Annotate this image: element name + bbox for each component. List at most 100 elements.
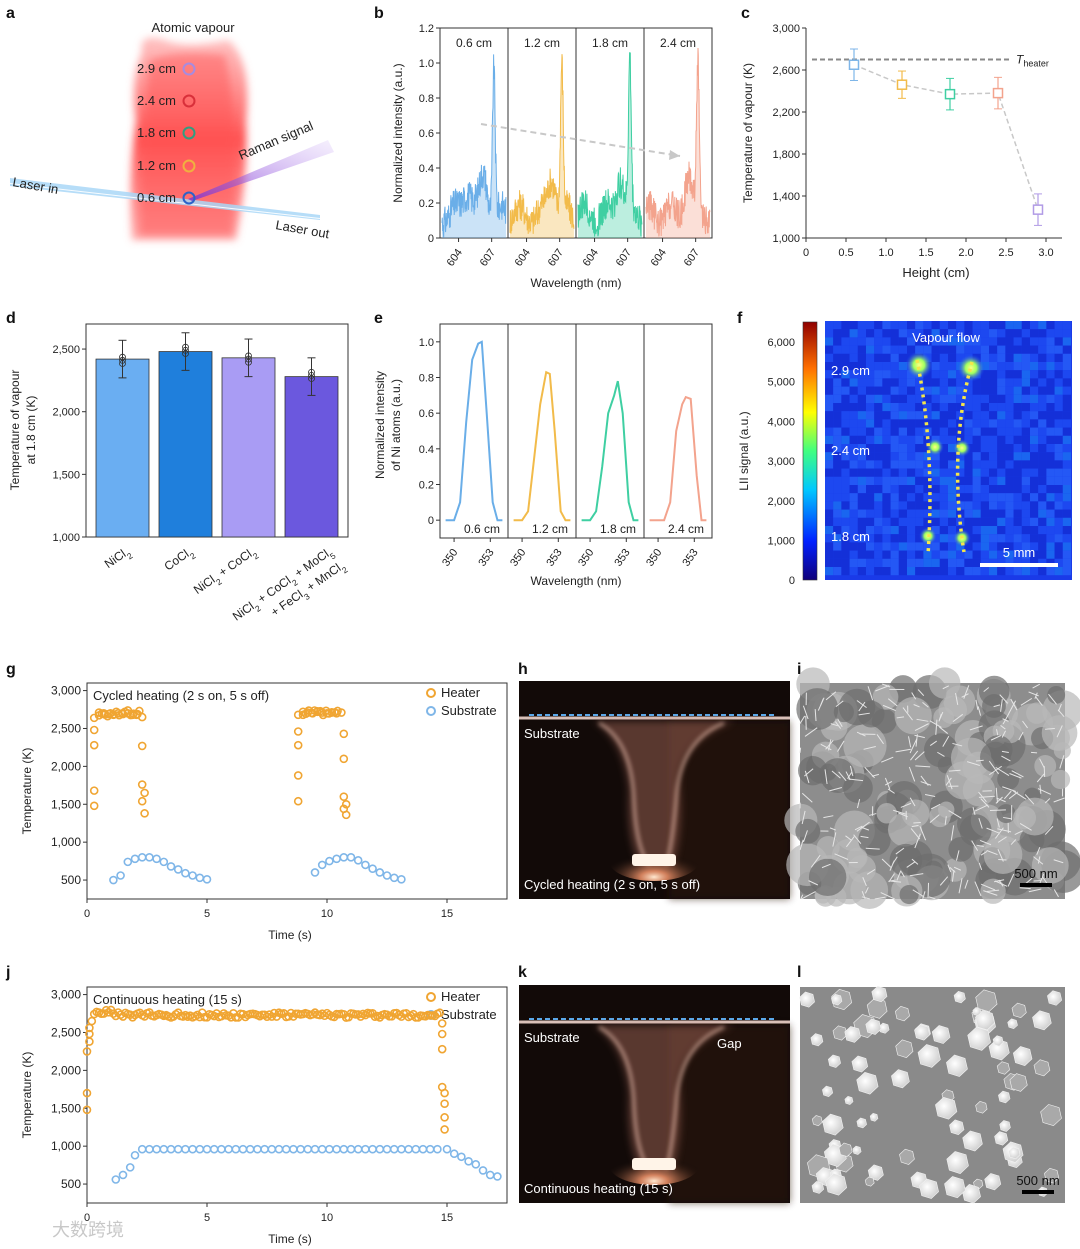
sem-flake — [803, 830, 808, 843]
map-pixel — [841, 353, 850, 362]
y-axis-label: at 1.8 cm (K) — [24, 396, 38, 465]
map-pixel — [825, 386, 834, 395]
map-pixel — [907, 542, 916, 551]
sem-flake — [929, 740, 938, 746]
sem-flake-cluster — [843, 773, 873, 803]
panel-letter-j: j — [5, 964, 10, 981]
map-pixel — [833, 526, 842, 535]
substrate-point — [493, 1172, 502, 1181]
map-pixel — [857, 329, 866, 338]
map-pixel — [849, 501, 858, 510]
map-pixel — [915, 493, 924, 502]
map-pixel — [874, 337, 883, 346]
sem-flake — [989, 765, 1002, 776]
map-pixel — [1021, 435, 1030, 444]
y-tick-label: 1,500 — [51, 1101, 81, 1115]
map-pixel — [1005, 435, 1014, 444]
map-pixel — [825, 509, 834, 518]
map-pixel — [915, 427, 924, 436]
sem-hexagon — [864, 1176, 875, 1187]
legend-label: Heater — [441, 989, 481, 1004]
map-pixel — [907, 567, 916, 576]
map-pixel — [833, 419, 842, 428]
map-pixel — [882, 550, 891, 559]
substrate-point — [464, 1157, 473, 1166]
map-pixel — [866, 435, 875, 444]
map-pixel — [898, 394, 907, 403]
sem-flake-cluster — [846, 847, 868, 869]
sem-flake — [944, 816, 947, 825]
map-pixel — [997, 558, 1006, 567]
sem-flake — [980, 883, 996, 891]
map-pixel — [980, 452, 989, 461]
map-pixel — [948, 362, 957, 371]
trend-arrow — [480, 123, 681, 157]
spectrum-line — [509, 54, 575, 234]
sem-flake-cluster — [1034, 755, 1057, 777]
sem-flake — [922, 891, 926, 900]
map-pixel — [1046, 534, 1055, 543]
map-pixel — [1038, 509, 1047, 518]
sem-flake — [848, 778, 864, 782]
sem-hexagon — [891, 1069, 910, 1089]
map-pixel — [915, 501, 924, 510]
panel-letter-a: a — [6, 5, 15, 22]
map-pixel — [1038, 476, 1047, 485]
map-pixel — [948, 411, 957, 420]
map-pixel — [833, 542, 842, 551]
sem-flake — [887, 788, 895, 794]
x-axis-label: Time (s) — [268, 928, 312, 942]
substrate-point — [111, 1175, 121, 1184]
map-pixel — [1021, 394, 1030, 403]
sem-flake — [996, 818, 1000, 828]
sem-flake — [799, 839, 804, 851]
sem-flake — [976, 844, 984, 847]
sem-flake — [856, 799, 861, 809]
map-pixel — [882, 517, 891, 526]
sem-flake — [1034, 692, 1038, 699]
map-pixel — [1054, 329, 1063, 338]
x-tick-label: 604 — [445, 247, 465, 269]
sem-flake — [895, 748, 911, 753]
sem-flake — [966, 761, 980, 766]
map-pixel — [1013, 337, 1022, 346]
map-pixel — [882, 411, 891, 420]
map-pixel — [866, 345, 875, 354]
map-pixel — [956, 345, 965, 354]
sem-hexagon — [1044, 1167, 1060, 1184]
map-pixel — [849, 321, 858, 330]
map-pixel — [898, 485, 907, 494]
map-pixel — [948, 501, 957, 510]
sem-flake — [948, 769, 961, 772]
sem-flake — [828, 739, 832, 751]
map-pixel — [857, 345, 866, 354]
colorbar-tick-label: 1,000 — [767, 536, 795, 548]
map-pixel — [841, 501, 850, 510]
map-pixel — [849, 370, 858, 379]
map-pixel — [1013, 476, 1022, 485]
plot-title: Continuous heating (15 s) — [93, 992, 242, 1007]
map-pixel — [948, 427, 957, 436]
map-pixel — [1005, 394, 1014, 403]
map-pixel — [833, 550, 842, 559]
map-pixel — [972, 419, 981, 428]
sem-hexagon — [975, 1010, 995, 1031]
height-marker — [182, 94, 196, 108]
map-pixel — [972, 558, 981, 567]
x-axis-label: Height (cm) — [902, 265, 969, 280]
sem-flake — [835, 700, 844, 708]
map-pixel — [1030, 567, 1039, 576]
sem-flake — [1020, 697, 1033, 706]
map-pixel — [1013, 485, 1022, 494]
map-pixel — [1046, 558, 1055, 567]
map-pixel — [882, 476, 891, 485]
map-pixel — [964, 468, 973, 477]
map-pixel — [882, 509, 891, 518]
map-pixel — [939, 378, 948, 387]
map-pixel — [907, 394, 916, 403]
substrate-point — [231, 1144, 241, 1154]
heater-point — [339, 729, 349, 739]
map-pixel — [907, 501, 916, 510]
map-pixel — [923, 394, 932, 403]
